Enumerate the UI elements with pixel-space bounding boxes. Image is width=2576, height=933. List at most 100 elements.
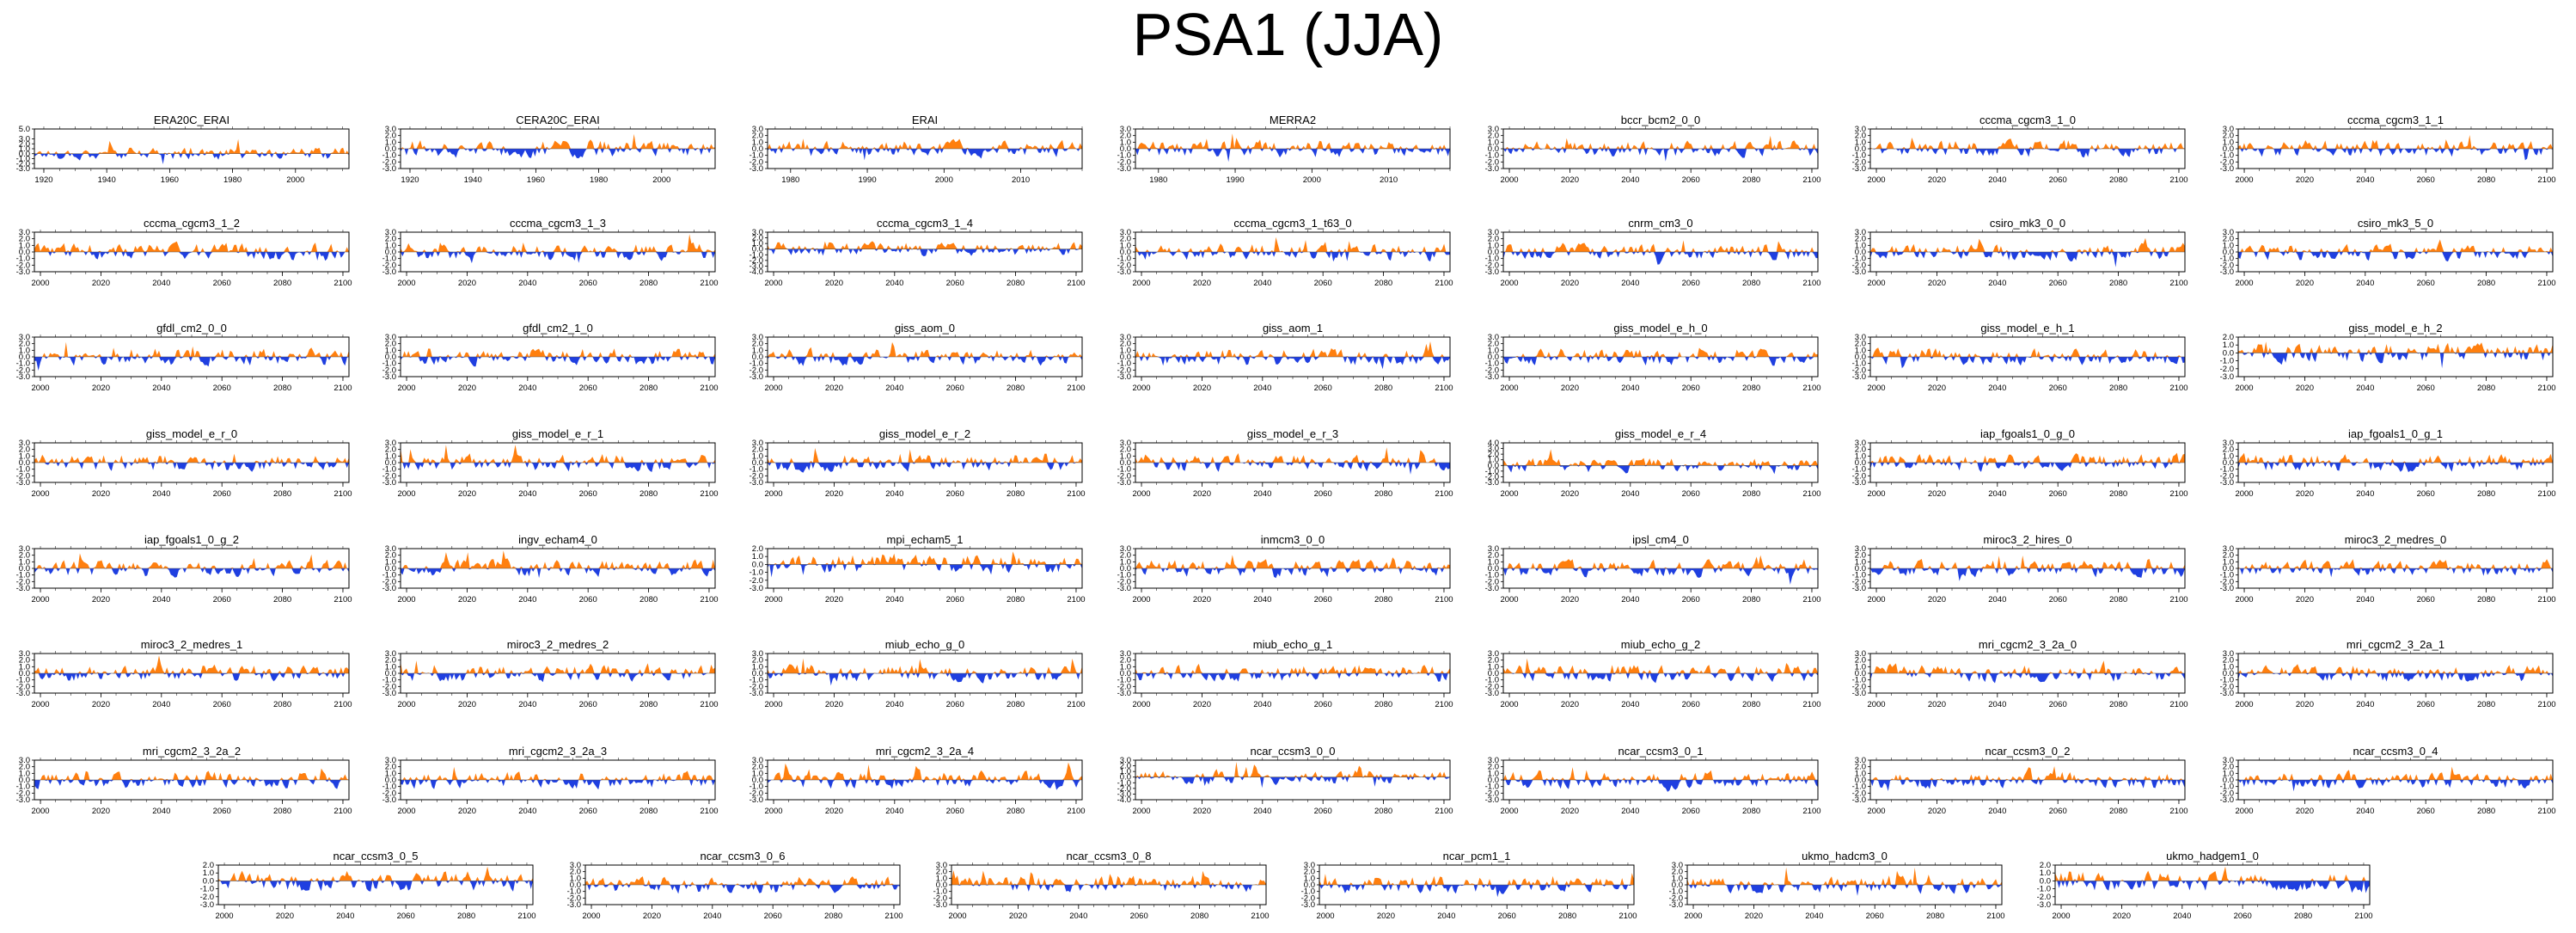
x-tick-label: 2040	[1437, 912, 1455, 921]
x-tick-label: 2100	[700, 807, 718, 816]
y-tick-label: 1.0	[1120, 662, 1131, 672]
y-tick-label: 1.0	[19, 241, 30, 250]
y-tick-label: 0.0	[752, 669, 763, 678]
y-tick-label: -2.0	[16, 471, 30, 481]
y-tick-label: -3.0	[750, 261, 763, 271]
y-tick-label: 2.0	[1855, 445, 1866, 455]
y-tick-label: -1.0	[2220, 783, 2234, 792]
y-tick-label: 2.0	[752, 656, 763, 666]
panel-miroc3_2_medres_1: miroc3_2_medres_1 3.02.01.00.0-1.0-2.0-3.…	[16, 638, 352, 709]
x-tick-label: 2080	[273, 279, 291, 288]
panel-ERAI: ERAI 3.02.01.00.0-1.0-2.0-3.0 1980 1990 2000…	[750, 114, 1083, 185]
y-tick-label: 0.0	[1855, 669, 1866, 678]
negative-area	[1503, 568, 1818, 585]
y-tick-label: -1.0	[2220, 357, 2234, 366]
x-tick-label: 2000	[2235, 807, 2253, 816]
x-tick-label: 2000	[652, 175, 670, 185]
y-tick-label: -2.0	[1485, 789, 1499, 798]
y-tick-label: -2.0	[1852, 261, 1866, 270]
positive-area	[1870, 347, 2185, 357]
negative-area	[401, 463, 715, 472]
x-tick-label: 2020	[1561, 175, 1579, 185]
y-tick-label: 2.0	[1672, 868, 1683, 877]
x-tick-label: 2000	[1132, 279, 1150, 288]
x-tick-label: 2080	[1007, 700, 1025, 709]
x-tick-label: 2080	[1742, 700, 1760, 709]
x-tick-label: 2100	[517, 912, 535, 921]
y-tick-label: 1.0	[752, 138, 763, 147]
x-tick-label: 2100	[2537, 807, 2555, 816]
y-tick-label: 1.0	[385, 557, 396, 567]
x-tick-label: 2020	[1009, 912, 1027, 921]
y-tick-label: 3.0	[1855, 333, 1866, 342]
positive-area	[1503, 767, 1818, 780]
y-tick-label: 2.0	[19, 139, 30, 149]
x-tick-label: 2100	[2537, 595, 2555, 605]
y-tick-label: 3.0	[1672, 861, 1683, 870]
y-tick-label: 3.0	[752, 756, 763, 765]
y-tick-label: 2.0	[2223, 445, 2234, 455]
y-tick-label: -2.0	[1852, 157, 1866, 167]
panel-title: cccma_cgcm3_1_2	[144, 217, 240, 230]
y-tick-label: -3.0	[2220, 795, 2234, 805]
y-tick-label: 2.0	[2223, 656, 2234, 666]
x-tick-label: 2040	[518, 489, 536, 499]
y-tick-label: -1.0	[1852, 465, 1866, 475]
y-tick-label: 1.0	[1488, 456, 1499, 465]
x-tick-label: 2080	[1007, 489, 1025, 499]
y-tick-label: -1.0	[750, 568, 763, 578]
y-tick-label: -2.0	[2220, 261, 2234, 270]
panel-title: ingv_echam4_0	[518, 533, 597, 546]
positive-area	[1870, 766, 2185, 780]
x-tick-label: 2040	[1988, 700, 2006, 709]
y-tick-label: 0.0	[2040, 876, 2051, 886]
positive-area	[768, 341, 1082, 357]
y-tick-label: 2.0	[385, 656, 396, 666]
positive-area	[1135, 762, 1450, 777]
x-tick-label: 2040	[518, 279, 536, 288]
y-tick-label: 1.0	[752, 662, 763, 672]
x-tick-label: 2020	[1928, 489, 1946, 499]
x-tick-label: 2020	[1561, 700, 1579, 709]
y-tick-label: -1.0	[1852, 676, 1866, 685]
y-tick-label: 2.0	[1855, 763, 1866, 772]
x-tick-label: 1980	[223, 175, 242, 185]
x-tick-label: 2000	[1132, 807, 1150, 816]
y-tick-label: -1.0	[1485, 783, 1499, 792]
x-tick-label: 2100	[1067, 279, 1085, 288]
y-tick-label: 2.0	[385, 445, 396, 455]
x-tick-label: 2080	[2477, 700, 2495, 709]
x-tick-label: 2000	[215, 912, 233, 921]
y-tick-label: 2.0	[385, 235, 396, 244]
panel-cccma_cgcm3_1_t63_0: cccma_cgcm3_1_t63_0 3.02.01.00.0-1.0-2.0-…	[1117, 217, 1453, 288]
panel-miub_echo_g_1: miub_echo_g_1 3.02.01.00.0-1.0-2.0-3.0200…	[1117, 638, 1453, 709]
x-tick-label: 2040	[1253, 279, 1271, 288]
negative-area	[1135, 568, 1450, 579]
y-tick-label: -1.0	[1485, 151, 1499, 161]
y-tick-label: 2.0	[1120, 656, 1131, 666]
y-tick-label: -4.0	[1117, 795, 1131, 805]
y-tick-label: 0.0	[385, 458, 396, 468]
y-tick-label: -3.0	[567, 900, 581, 910]
x-tick-label: 2080	[2109, 279, 2127, 288]
y-tick-label: 5.0	[19, 125, 30, 134]
negative-area	[1870, 357, 2185, 369]
y-tick-label: 2.0	[2223, 235, 2234, 244]
x-tick-label: 2060	[1314, 489, 1332, 499]
x-tick-label: 2100	[1802, 384, 1820, 393]
y-tick-label: -2.0	[16, 789, 30, 798]
x-tick-label: 2020	[2296, 595, 2314, 605]
panel-title: gfdl_cm2_1_0	[523, 322, 593, 335]
y-tick-label: 2.0	[2223, 763, 2234, 772]
y-tick-label: 0.0	[1120, 564, 1131, 574]
panel-giss_model_e_h_0: giss_model_e_h_0 3.02.01.00.0-1.0-2.0-3.0…	[1485, 322, 1821, 393]
x-tick-label: 2080	[2477, 175, 2495, 185]
panel-giss_model_e_r_3: giss_model_e_r_3 3.02.01.00.0-1.0-2.0-3.0…	[1117, 427, 1453, 499]
x-tick-label: 2080	[273, 384, 291, 393]
x-tick-label: 2040	[1805, 912, 1823, 921]
y-tick-label: 3.0	[19, 333, 30, 342]
negative-area	[1870, 780, 2185, 791]
positive-area	[34, 138, 349, 154]
negative-area	[2055, 881, 2370, 893]
